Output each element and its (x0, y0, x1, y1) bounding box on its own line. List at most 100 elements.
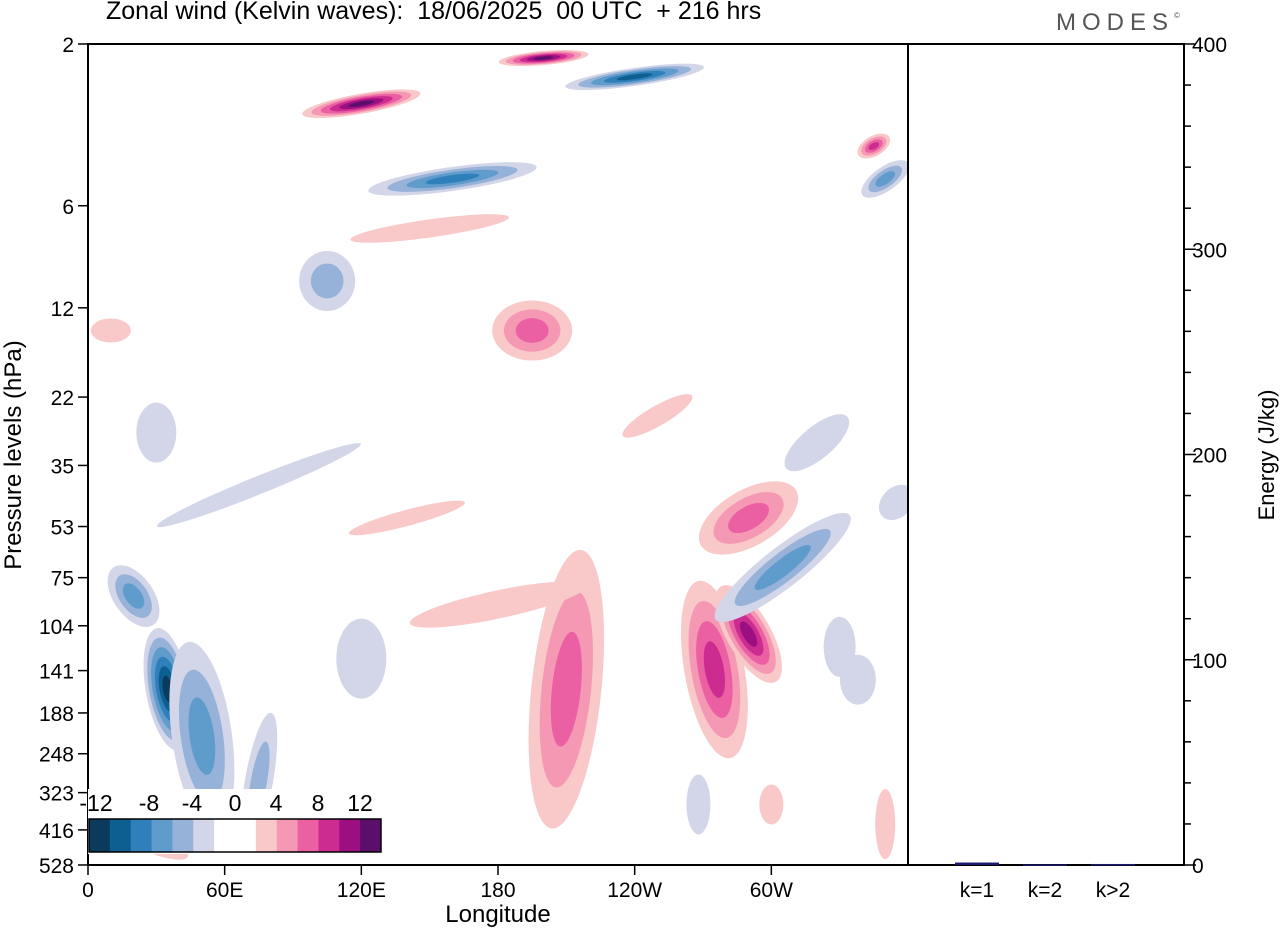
wind-contour (759, 784, 784, 825)
colorbar-swatch (318, 819, 340, 852)
energy-bar (955, 862, 999, 865)
colorbar-frame (88, 818, 382, 853)
pressure-tick-label: 2 (62, 34, 74, 57)
wind-contour (533, 56, 554, 60)
wind-anomaly (90, 318, 131, 343)
x-axis-label: Longitude (445, 901, 550, 928)
wind-anomaly (622, 394, 693, 438)
pressure-tick-label: 35 (51, 455, 74, 478)
wind-anomaly (302, 89, 421, 119)
chart-title: Zonal wind (Kelvin waves): 18/06/2025 00… (106, 0, 762, 25)
wind-anomaly (336, 618, 387, 699)
wind-contour (188, 697, 216, 775)
modes-logo: MODES© (1056, 9, 1180, 36)
pressure-tick-label: 416 (39, 820, 74, 843)
energy-tick-label: 300 (1192, 239, 1227, 262)
pressure-tick-label: 53 (51, 517, 74, 540)
colorbar-label: -4 (182, 790, 203, 816)
wind-anomaly (784, 414, 850, 472)
energy-axis: 0 100 200 300 400 (1184, 34, 1227, 878)
wind-contour (875, 789, 896, 860)
bar-category-label: k=1 (960, 879, 994, 902)
colorbar-swatch (172, 819, 194, 852)
wind-contour (122, 583, 145, 609)
wind-anomaly (861, 160, 908, 198)
wind-contour (350, 214, 509, 243)
wind-contour (686, 774, 711, 835)
wind-contour (310, 263, 344, 299)
wind-anomaly (759, 784, 784, 825)
wind-field (88, 50, 908, 860)
wind-contour (622, 394, 693, 438)
longitude-tick-label: 180 (480, 879, 515, 902)
colorbar-label: -12 (79, 790, 112, 816)
longitude-tick-label: 120W (607, 879, 662, 902)
wind-anomaly (714, 512, 851, 623)
energy-plot-frame (907, 43, 1185, 866)
wind-anomaly (156, 443, 361, 528)
pressure-tick-label: 528 (39, 855, 74, 878)
wind-contour (739, 621, 758, 647)
pressure-tick-label: 12 (51, 298, 74, 321)
wind-contour (515, 318, 549, 343)
pressure-tick-label: 6 (62, 196, 74, 219)
wind-anomaly (348, 500, 465, 536)
pressure-tick-label: 323 (39, 783, 74, 806)
wind-contour (348, 100, 375, 107)
wind-contour (90, 318, 131, 343)
longitude-tick-label: 120E (337, 879, 386, 902)
energy-tick-label: 400 (1192, 34, 1227, 57)
colorbar-swatch (193, 819, 215, 852)
colorbar: -12 -8 -4 0 4 8 12 (79, 789, 382, 854)
wind-anomaly (136, 402, 177, 463)
wind-anomaly (350, 214, 509, 243)
logo-text: MODES (1056, 9, 1175, 36)
wind-anomaly (839, 654, 876, 705)
wind-anomaly (857, 133, 891, 159)
wind-contour (875, 171, 896, 187)
wind-contour (616, 73, 653, 81)
longitude-tick-label: 60E (206, 879, 243, 902)
wind-contour (409, 581, 587, 628)
wind-anomaly (528, 549, 605, 829)
colorbar-label: 12 (347, 790, 373, 816)
colorbar-swatch (214, 819, 236, 852)
energy-bar (1023, 864, 1067, 866)
wind-contour (425, 173, 480, 185)
wind-contour (550, 631, 582, 747)
wind-anomaly (875, 789, 896, 860)
wind-anomaly (498, 50, 589, 67)
pressure-tick-label: 141 (39, 661, 74, 684)
energy-tick-label: 200 (1192, 445, 1227, 468)
energy-tick-label: 100 (1192, 650, 1227, 673)
pressure-tick-label: 75 (51, 568, 74, 591)
y-axis-label: Pressure levels (hPa) (0, 340, 27, 569)
energy-axis-label: Energy (J/kg) (1254, 390, 1279, 521)
colorbar-swatch (151, 819, 173, 852)
colorbar-swatch (89, 819, 111, 852)
colorbar-swatch (255, 819, 278, 852)
wind-anomaly (107, 565, 160, 627)
pressure-tick-label: 248 (39, 744, 74, 767)
longitude-tick-label: 60W (750, 879, 793, 902)
wind-contour (784, 414, 850, 472)
pressure-axis: 2 6 12 22 35 53 75 104 141 188 248 323 416 528 (39, 34, 88, 878)
wind-contour (839, 654, 876, 705)
wind-anomaly (686, 774, 711, 835)
colorbar-swatch (360, 819, 382, 852)
energy-bar (1091, 863, 1135, 866)
bar-category-label: k>2 (1096, 879, 1130, 902)
pressure-tick-label: 22 (51, 387, 74, 410)
colorbar-swatch (297, 819, 319, 852)
longitude-axis: 0 60E 120E 180 120W 60W (82, 865, 793, 902)
energy-bars: k=1 k=2 k>2 (955, 862, 1135, 902)
colorbar-swatch (235, 819, 257, 852)
wind-anomaly (169, 641, 235, 831)
wind-contour (156, 443, 361, 528)
colorbar-label: 0 (229, 790, 242, 816)
wind-anomaly (698, 481, 799, 555)
wind-anomaly (565, 63, 704, 91)
longitude-tick-label: 0 (82, 879, 94, 902)
